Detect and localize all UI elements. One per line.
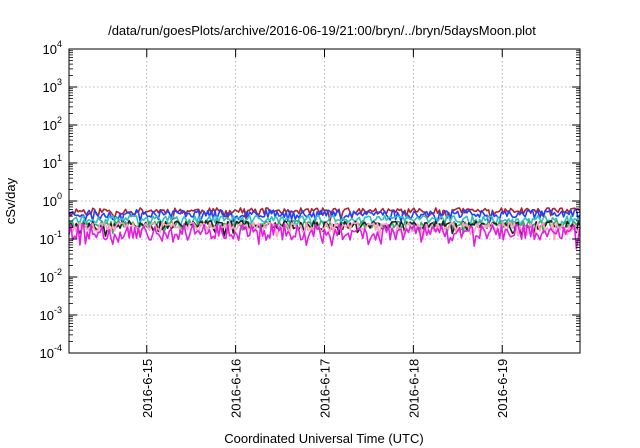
x-tick-label: 2016-6-17 bbox=[318, 359, 333, 418]
y-tick-label: 10-1 bbox=[40, 229, 62, 247]
y-axis-label: cSv/day bbox=[3, 177, 18, 224]
x-axis: 2016-6-15 2016-6-16 2016-6-17 2016-6-18 2016… bbox=[140, 49, 510, 418]
y-tick-label: 104 bbox=[43, 39, 62, 57]
y-tick-label: 100 bbox=[43, 191, 62, 209]
y-tick-label: 103 bbox=[43, 77, 62, 95]
x-axis-label: Coordinated Universal Time (UTC) bbox=[224, 431, 423, 446]
x-tick-label: 2016-6-16 bbox=[229, 359, 244, 418]
y-tick-label: 10-3 bbox=[40, 305, 62, 323]
y-tick-label: 10-4 bbox=[40, 343, 62, 361]
series-layer bbox=[68, 207, 581, 250]
series-line bbox=[68, 223, 581, 250]
chart-title: /data/run/goesPlots/archive/2016-06-19/2… bbox=[108, 23, 536, 38]
x-tick-label: 2016-6-15 bbox=[140, 359, 155, 418]
series-line bbox=[68, 214, 581, 231]
y-tick-label: 10-2 bbox=[40, 267, 62, 285]
y-tick-label: 102 bbox=[43, 115, 62, 133]
x-tick-label: 2016-6-18 bbox=[406, 359, 421, 418]
series-line bbox=[68, 209, 581, 225]
grid bbox=[69, 49, 580, 353]
y-tick-label: 101 bbox=[43, 153, 62, 171]
x-tick-label: 2016-6-19 bbox=[495, 359, 510, 418]
